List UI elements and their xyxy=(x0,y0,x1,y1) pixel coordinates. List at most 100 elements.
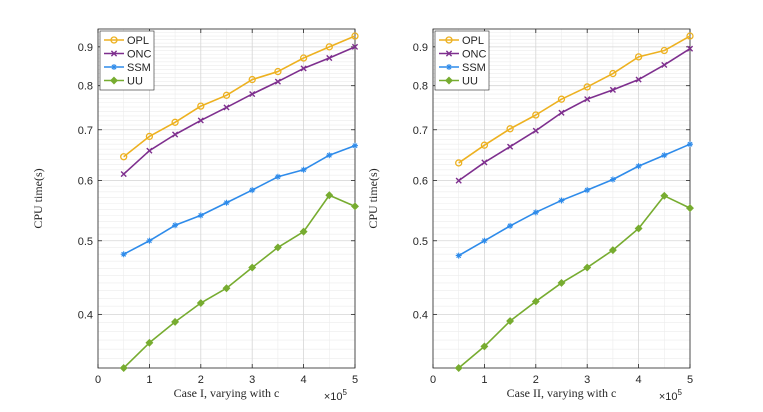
data-point-uu xyxy=(506,317,515,326)
series-uu xyxy=(119,191,359,372)
data-point-uu xyxy=(171,317,180,326)
x-tick-label: 2 xyxy=(533,374,539,386)
data-point-onc xyxy=(532,127,539,134)
legend-label-onc: ONC xyxy=(462,49,487,61)
series-opl xyxy=(120,32,359,161)
legend-label-ssm: SSM xyxy=(462,62,486,74)
data-point-opl xyxy=(222,91,231,99)
data-point-onc xyxy=(609,86,616,93)
data-point-onc xyxy=(300,65,307,72)
x-tick-label: 3 xyxy=(249,374,255,386)
data-point-onc xyxy=(172,131,179,138)
data-point-uu xyxy=(196,299,205,307)
y-tick-label: 0.4 xyxy=(413,309,428,321)
y-tick-label: 0.5 xyxy=(413,236,428,248)
legend-marker-ssm xyxy=(446,64,452,70)
x-axis-label: Case II, varying with c xyxy=(507,386,617,400)
data-point-uu xyxy=(557,278,566,287)
data-point-ssm xyxy=(481,237,488,244)
x-tick-label: 4 xyxy=(301,374,307,386)
series-ssm xyxy=(120,142,358,258)
legend-label-opl: OPL xyxy=(127,35,149,47)
data-point-opl xyxy=(660,46,668,55)
x-tick-label: 2 xyxy=(198,374,204,386)
data-point-ssm xyxy=(326,152,333,159)
data-point-onc xyxy=(481,159,488,166)
data-point-opl xyxy=(274,67,282,76)
data-point-onc xyxy=(455,177,462,184)
data-point-ssm xyxy=(274,173,281,180)
data-point-opl xyxy=(299,54,308,62)
data-point-uu xyxy=(119,364,128,372)
legend-marker-uu xyxy=(445,76,453,85)
y-tick-label: 0.7 xyxy=(78,125,93,137)
data-point-onc xyxy=(686,45,694,52)
y-tick-label: 0.8 xyxy=(78,81,93,93)
data-point-onc xyxy=(351,43,359,50)
x-axis-label: Case I, varying with c xyxy=(174,386,280,400)
data-point-ssm xyxy=(120,251,127,258)
data-point-onc xyxy=(223,104,230,111)
data-point-opl xyxy=(145,132,154,141)
data-point-ssm xyxy=(197,212,204,219)
data-point-ssm xyxy=(558,197,565,204)
series-line-opl xyxy=(123,35,356,158)
series-line-uu xyxy=(458,195,691,369)
legend-label-uu: UU xyxy=(462,76,478,88)
data-point-onc xyxy=(146,147,153,154)
data-point-opl xyxy=(609,69,617,78)
data-point-onc xyxy=(274,78,281,85)
data-point-ssm xyxy=(352,142,358,149)
chart-panel-1: 0 1 2 3 4 5 0.4 0.5 0.6 0.7 0.8 0.9 ×105 Case I, vary… xyxy=(31,28,359,403)
x-tick-label: 3 xyxy=(584,374,590,386)
y-axis-label: CPU time(s) xyxy=(31,168,45,228)
data-point-ssm xyxy=(172,222,179,229)
data-point-opl xyxy=(557,95,566,103)
data-point-opl xyxy=(532,111,540,119)
y-tick-label: 0.6 xyxy=(78,176,93,188)
data-point-onc xyxy=(120,170,127,178)
series-line-uu xyxy=(123,194,356,369)
legend-marker-opl xyxy=(110,36,118,44)
x-multiplier: ×105 xyxy=(659,388,683,403)
series-line-opl xyxy=(458,35,691,164)
legend-marker-onc xyxy=(445,50,453,57)
data-point-opl xyxy=(480,141,489,149)
x-tick-label: 0 xyxy=(430,374,436,386)
data-point-opl xyxy=(325,43,333,51)
y-tick-label: 0.6 xyxy=(413,176,428,188)
series-opl xyxy=(455,32,694,167)
data-point-opl xyxy=(120,153,128,161)
data-point-uu xyxy=(299,227,308,236)
data-point-onc xyxy=(558,109,565,116)
data-point-uu xyxy=(583,263,592,272)
data-point-ssm xyxy=(635,163,642,170)
data-point-opl xyxy=(351,32,359,40)
y-tick-label: 0.9 xyxy=(413,42,428,54)
x-tick-label: 5 xyxy=(352,374,358,386)
data-point-opl xyxy=(248,75,256,84)
data-point-opl xyxy=(506,125,514,133)
series-line-ssm xyxy=(458,143,691,257)
data-point-uu xyxy=(454,364,463,372)
data-point-onc xyxy=(635,76,642,83)
data-point-onc xyxy=(507,143,514,150)
chart-panel-2: 0 1 2 3 4 5 0.4 0.5 0.6 0.7 0.8 0.9 ×105 Case II, var… xyxy=(366,28,694,403)
series-line-onc xyxy=(458,48,691,182)
axes-box xyxy=(432,28,691,369)
legend-marker-onc xyxy=(110,50,118,57)
data-point-ssm xyxy=(609,176,616,183)
series-line-ssm xyxy=(123,144,356,255)
y-tick-label: 0.9 xyxy=(78,42,93,54)
x-tick-label: 4 xyxy=(636,374,642,386)
y-tick-label: 0.8 xyxy=(413,81,428,93)
data-point-ssm xyxy=(532,209,539,216)
y-tick-label: 0.4 xyxy=(78,309,93,321)
legend-marker-uu xyxy=(110,76,118,85)
data-point-ssm xyxy=(687,141,693,148)
data-point-uu xyxy=(608,246,617,255)
x-tick-label: 1 xyxy=(146,374,152,386)
legend-label-ssm: SSM xyxy=(127,62,151,74)
data-point-ssm xyxy=(223,199,230,206)
